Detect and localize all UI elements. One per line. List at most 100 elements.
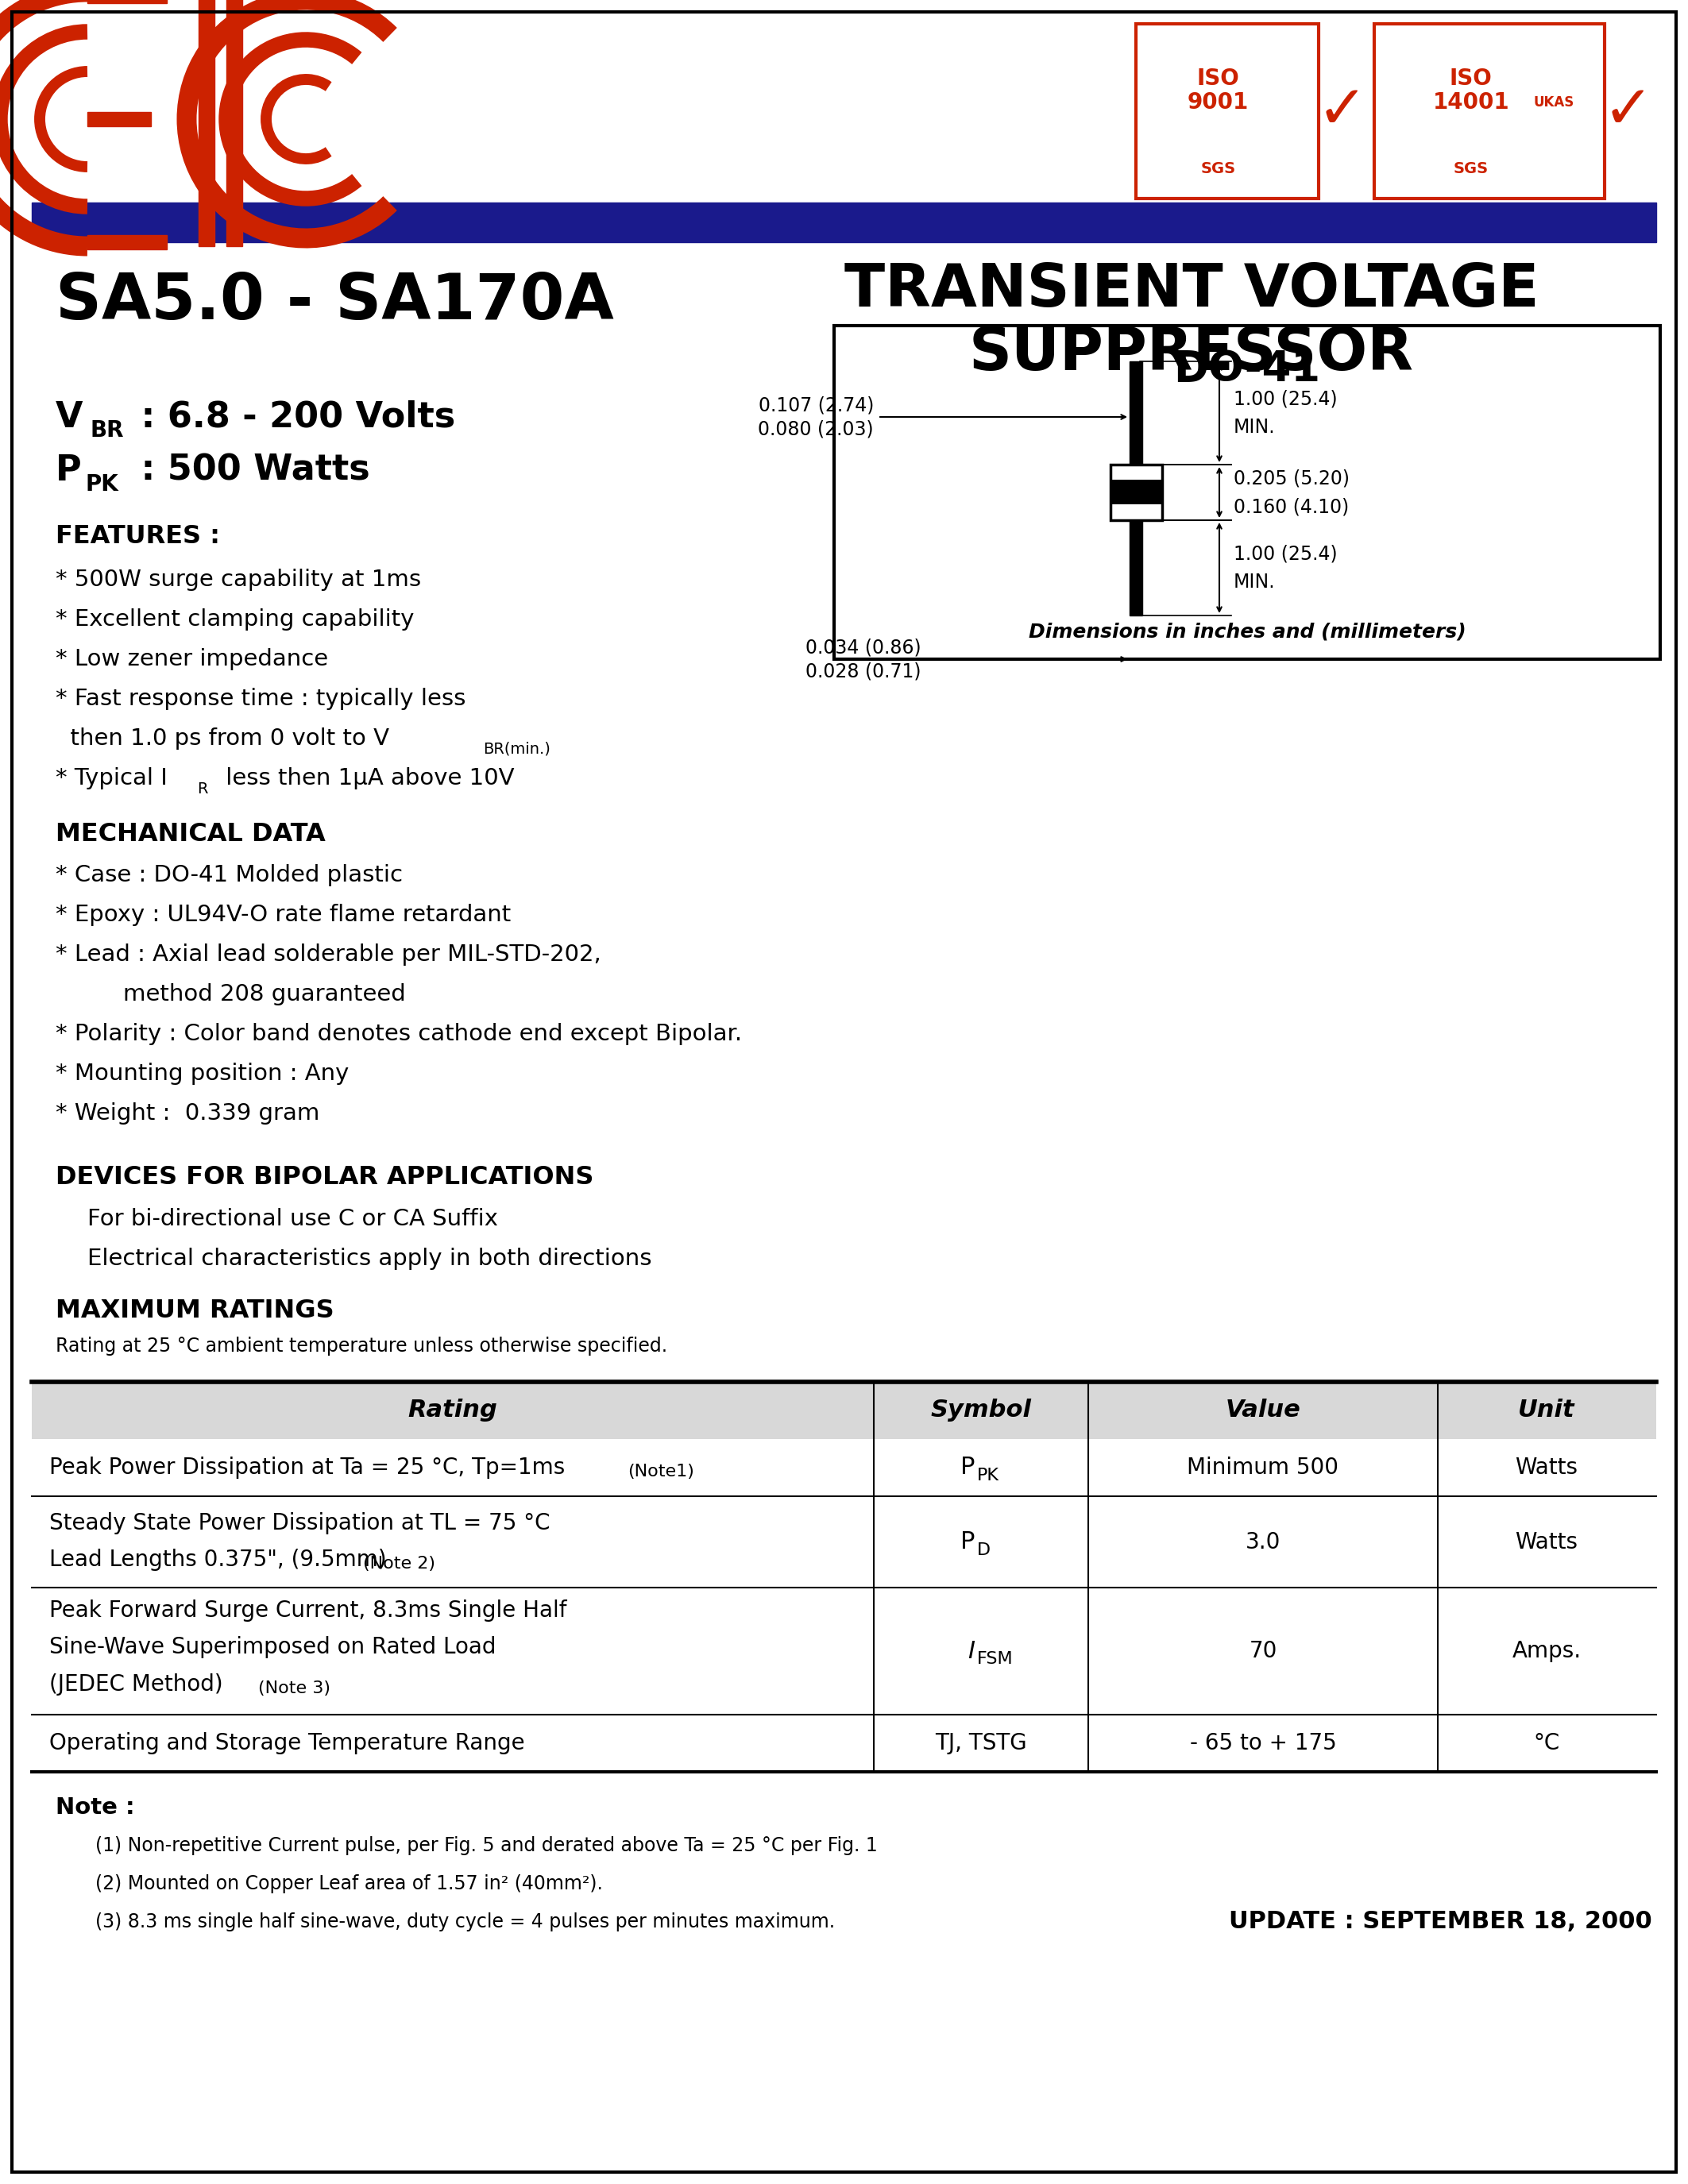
Text: Value: Value [1225,1400,1301,1422]
Text: then 1.0 ps from 0 volt to V: then 1.0 ps from 0 volt to V [56,727,390,749]
Bar [88,0,167,2]
Text: SUPPRESSOR: SUPPRESSOR [969,325,1415,382]
Text: MIN.: MIN. [1234,572,1276,592]
Text: 1.00 (25.4): 1.00 (25.4) [1234,544,1337,563]
Text: * Excellent clamping capability: * Excellent clamping capability [56,609,414,631]
Text: Minimum 500: Minimum 500 [1187,1457,1339,1479]
Text: * Polarity : Color band denotes cathode end except Bipolar.: * Polarity : Color band denotes cathode … [56,1022,743,1046]
Text: Peak Forward Surge Current, 8.3ms Single Half: Peak Forward Surge Current, 8.3ms Single… [49,1599,567,1621]
Bar [1129,360,1143,465]
Text: Electrical characteristics apply in both directions: Electrical characteristics apply in both… [88,1247,652,1269]
Text: MECHANICAL DATA: MECHANICAL DATA [56,821,326,845]
Bar [88,236,167,249]
Text: SA5.0 - SA170A: SA5.0 - SA170A [56,271,614,332]
Text: PK: PK [977,1468,999,1483]
Text: Peak Power Dissipation at Ta = 25 °C, Tp=1ms: Peak Power Dissipation at Ta = 25 °C, Tp… [49,1457,572,1479]
Text: 0.107 (2.74): 0.107 (2.74) [758,395,874,415]
Text: P: P [960,1457,974,1479]
Bar [1136,24,1318,199]
Text: DEVICES FOR BIPOLAR APPLICATIONS: DEVICES FOR BIPOLAR APPLICATIONS [56,1164,594,1190]
Text: * Weight :  0.339 gram: * Weight : 0.339 gram [56,1103,319,1125]
Text: : 6.8 - 200 Volts: : 6.8 - 200 Volts [128,400,456,435]
Text: Sine-Wave Superimposed on Rated Load: Sine-Wave Superimposed on Rated Load [49,1636,496,1658]
Text: 0.028 (0.71): 0.028 (0.71) [805,662,922,681]
Bar [88,111,150,127]
Text: Dimensions in inches and (millimeters): Dimensions in inches and (millimeters) [1028,622,1465,640]
Text: Steady State Power Dissipation at TL = 75 °C: Steady State Power Dissipation at TL = 7… [49,1514,550,1535]
Text: FSM: FSM [977,1651,1013,1666]
Bar [199,0,214,247]
Text: PK: PK [86,474,118,496]
Text: Operating and Storage Temperature Range: Operating and Storage Temperature Range [49,1732,525,1754]
Text: * Typical I: * Typical I [56,767,167,788]
Text: Unit: Unit [1518,1400,1575,1422]
Text: 0.205 (5.20): 0.205 (5.20) [1234,470,1350,487]
Text: 3.0: 3.0 [1246,1531,1281,1553]
Text: °C: °C [1533,1732,1560,1754]
Text: V: V [56,400,83,435]
Text: (Note 2): (Note 2) [363,1557,436,1572]
Text: DO-41: DO-41 [1173,349,1320,391]
Text: BR: BR [89,419,123,441]
Text: Rating at 25 °C ambient temperature unless otherwise specified.: Rating at 25 °C ambient temperature unle… [56,1337,667,1356]
Text: For bi-directional use C or CA Suffix: For bi-directional use C or CA Suffix [88,1208,498,1230]
Text: SGS: SGS [1200,162,1236,177]
Text: * Epoxy : UL94V-O rate flame retardant: * Epoxy : UL94V-O rate flame retardant [56,904,511,926]
Text: : 500 Watts: : 500 Watts [128,452,370,487]
Bar [1111,480,1161,505]
Bar [32,203,1656,242]
Text: less then 1μA above 10V: less then 1μA above 10V [218,767,515,788]
Text: FEATURES :: FEATURES : [56,524,219,548]
Text: 1.00 (25.4): 1.00 (25.4) [1234,389,1337,408]
Text: (Note1): (Note1) [628,1463,694,1479]
Text: ✓: ✓ [1317,81,1367,140]
Text: R: R [197,782,208,797]
Text: (3) 8.3 ms single half sine-wave, duty cycle = 4 pulses per minutes maximum.: (3) 8.3 ms single half sine-wave, duty c… [95,1913,836,1931]
Text: * 500W surge capability at 1ms: * 500W surge capability at 1ms [56,568,420,592]
Bar [1374,24,1605,199]
Text: Symbol: Symbol [930,1400,1031,1422]
Text: MAXIMUM RATINGS: MAXIMUM RATINGS [56,1297,334,1324]
Bar [1111,465,1161,520]
Text: SGS: SGS [1453,162,1489,177]
Bar [1129,520,1143,616]
Text: I: I [967,1640,974,1662]
Text: - 65 to + 175: - 65 to + 175 [1190,1732,1337,1754]
Text: P: P [56,452,81,487]
Text: Note :: Note : [56,1797,135,1819]
Text: TRANSIENT VOLTAGE: TRANSIENT VOLTAGE [844,260,1539,319]
Text: 0.080 (2.03): 0.080 (2.03) [758,419,874,439]
Text: UPDATE : SEPTEMBER 18, 2000: UPDATE : SEPTEMBER 18, 2000 [1229,1911,1653,1933]
Text: ✓: ✓ [1604,81,1654,140]
Text: MIN.: MIN. [1234,417,1276,437]
Text: method 208 guaranteed: method 208 guaranteed [123,983,405,1005]
Text: ISO
9001: ISO 9001 [1187,68,1249,114]
Text: (Note 3): (Note 3) [258,1679,331,1697]
Text: UKAS: UKAS [1534,96,1575,109]
Text: 70: 70 [1249,1640,1278,1662]
Text: (2) Mounted on Copper Leaf area of 1.57 in² (40mm²).: (2) Mounted on Copper Leaf area of 1.57 … [95,1874,603,1894]
Text: Lead Lengths 0.375", (9.5mm): Lead Lengths 0.375", (9.5mm) [49,1548,393,1570]
Text: P: P [960,1531,974,1553]
Text: * Low zener impedance: * Low zener impedance [56,649,327,670]
Text: * Case : DO-41 Molded plastic: * Case : DO-41 Molded plastic [56,865,403,887]
Bar [32,1382,1656,1439]
Text: * Lead : Axial lead solderable per MIL-STD-202,: * Lead : Axial lead solderable per MIL-S… [56,943,601,965]
Text: BR(min.): BR(min.) [483,740,550,756]
Text: Rating: Rating [408,1400,498,1422]
Text: 0.160 (4.10): 0.160 (4.10) [1234,498,1349,515]
Text: (1) Non-repetitive Current pulse, per Fig. 5 and derated above Ta = 25 °C per Fi: (1) Non-repetitive Current pulse, per Fi… [95,1837,878,1854]
Text: TJ, TSTG: TJ, TSTG [935,1732,1026,1754]
Bar [834,325,1661,660]
Text: * Fast response time : typically less: * Fast response time : typically less [56,688,466,710]
Text: 0.034 (0.86): 0.034 (0.86) [805,638,922,657]
Text: Amps.: Amps. [1512,1640,1582,1662]
Text: Watts: Watts [1516,1457,1578,1479]
Bar [226,0,243,247]
Text: D: D [977,1542,991,1557]
Text: * Mounting position : Any: * Mounting position : Any [56,1064,349,1085]
Text: Watts: Watts [1516,1531,1578,1553]
Text: ISO
14001: ISO 14001 [1433,68,1509,114]
Text: (JEDEC Method): (JEDEC Method) [49,1673,230,1695]
Text: Certificate Number: E17276: Certificate Number: E17276 [1381,214,1597,229]
